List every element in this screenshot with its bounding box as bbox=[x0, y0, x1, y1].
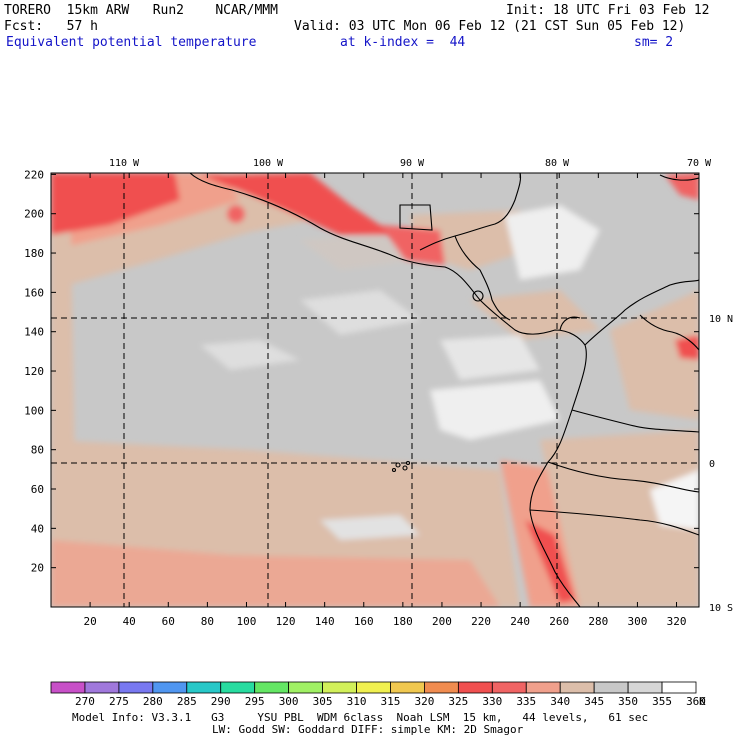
footer-model-info: Model Info: V3.3.1 G3 YSU PBL WDM 6class… bbox=[72, 711, 649, 724]
colorbar-level-label: 300 bbox=[279, 695, 299, 708]
colorbar-swatch bbox=[559, 681, 595, 694]
y-tick-label: 200 bbox=[24, 208, 44, 221]
y-tick-label: 160 bbox=[24, 286, 44, 299]
y-tick-label: 220 bbox=[24, 168, 44, 181]
colorbar-unit: K bbox=[699, 695, 706, 708]
graticule bbox=[51, 173, 699, 607]
colorbar-level-label: 355 bbox=[652, 695, 672, 708]
x-tick-label: 280 bbox=[588, 615, 608, 628]
coastlines bbox=[189, 173, 699, 607]
colorbar-swatch bbox=[593, 681, 629, 694]
header-forecast-hour: Fcst: 57 h bbox=[4, 19, 98, 34]
x-tick-label: 240 bbox=[510, 615, 530, 628]
colorbar-level-label: 270 bbox=[75, 695, 95, 708]
colorbar-level-label: 295 bbox=[245, 695, 265, 708]
field-title: Equivalent potential temperature bbox=[6, 35, 257, 50]
colorbar: 270 275 280 285 290 295 300 305 310 315 320 325 330 3… bbox=[50, 681, 706, 708]
colorbar-swatch bbox=[50, 681, 86, 694]
colorbar-level-label: 335 bbox=[516, 695, 536, 708]
y-tick-label: 80 bbox=[31, 444, 44, 457]
y-tick-label: 120 bbox=[24, 365, 44, 378]
x-tick-label: 300 bbox=[627, 615, 647, 628]
y-axis-labels: 220 200 180 160 140 120 100 80 60 40 20 bbox=[24, 168, 44, 574]
colorbar-swatch bbox=[457, 681, 493, 694]
colorbar-swatch bbox=[627, 681, 663, 694]
map-frame bbox=[50, 172, 700, 608]
colorbar-swatch bbox=[491, 681, 527, 694]
colorbar-swatch bbox=[186, 681, 222, 694]
header-init-time: Init: 18 UTC Fri 03 Feb 12 bbox=[506, 3, 710, 18]
lon-label-80w: 80 W bbox=[545, 158, 570, 169]
colorbar-level-label: 305 bbox=[313, 695, 333, 708]
level-label: at k-index = 44 bbox=[340, 35, 466, 50]
colorbar-level-label: 290 bbox=[211, 695, 231, 708]
theta-e-field bbox=[51, 173, 699, 607]
x-tick-label: 140 bbox=[315, 615, 335, 628]
y-tick-label: 40 bbox=[31, 522, 44, 535]
colorbar-swatch bbox=[152, 681, 188, 694]
colorbar-level-label: 340 bbox=[550, 695, 570, 708]
colorbar-swatch bbox=[525, 681, 561, 694]
colorbar-swatch bbox=[288, 681, 323, 694]
x-tick-label: 20 bbox=[83, 615, 96, 628]
x-tick-label: 180 bbox=[393, 615, 413, 628]
x-tick-label: 200 bbox=[432, 615, 452, 628]
colorbar-swatch bbox=[220, 681, 256, 694]
colorbar-level-label: 350 bbox=[618, 695, 638, 708]
x-tick-label: 120 bbox=[276, 615, 296, 628]
x-tick-label: 80 bbox=[201, 615, 214, 628]
footer-physics-info: LW: Godd SW: Goddard DIFF: simple KM: 2D… bbox=[212, 723, 524, 736]
colorbar-level-label: 310 bbox=[347, 695, 367, 708]
lat-label-10n: 10 N bbox=[709, 314, 733, 325]
x-tick-label: 260 bbox=[549, 615, 569, 628]
colorbar-level-label: 285 bbox=[177, 695, 197, 708]
smoothing-label: sm= 2 bbox=[634, 35, 674, 50]
colorbar-level-label: 325 bbox=[448, 695, 468, 708]
y-tick-label: 140 bbox=[24, 326, 44, 339]
x-tick-label: 60 bbox=[162, 615, 175, 628]
lon-label-100w: 100 W bbox=[253, 158, 284, 169]
colorbar-swatch bbox=[661, 681, 697, 694]
colorbar-level-label: 280 bbox=[143, 695, 163, 708]
colorbar-swatch bbox=[84, 681, 120, 694]
colorbar-level-label: 345 bbox=[584, 695, 604, 708]
header-valid-time: Valid: 03 UTC Mon 06 Feb 12 (21 CST Sun … bbox=[294, 19, 686, 34]
lon-label-90w: 90 W bbox=[400, 158, 425, 169]
header-model-line: TORERO 15km ARW Run2 NCAR/MMM bbox=[4, 3, 278, 18]
colorbar-level-label: 360 bbox=[686, 695, 706, 708]
y-tick-label: 60 bbox=[31, 483, 44, 496]
lat-label-0: 0 bbox=[709, 459, 715, 470]
colorbar-swatch bbox=[424, 681, 459, 694]
colorbar-level-label: 320 bbox=[414, 695, 434, 708]
lon-label-70w: 70 W bbox=[687, 158, 712, 169]
x-tick-label: 320 bbox=[667, 615, 687, 628]
x-axis-labels: 20 40 60 80 100 120 140 160 180 200 220 240 260 280 30… bbox=[83, 615, 686, 628]
x-tick-label: 220 bbox=[471, 615, 491, 628]
y-tick-label: 180 bbox=[24, 247, 44, 260]
colorbar-swatch bbox=[254, 681, 290, 694]
axis-ticks bbox=[51, 173, 699, 607]
lon-label-110w: 110 W bbox=[109, 158, 140, 169]
lat-label-10s: 10 S bbox=[709, 603, 733, 614]
y-tick-label: 20 bbox=[31, 562, 44, 575]
x-tick-label: 160 bbox=[354, 615, 374, 628]
colorbar-swatch bbox=[322, 681, 357, 694]
y-tick-label: 100 bbox=[24, 404, 44, 417]
colorbar-swatch bbox=[118, 681, 154, 694]
colorbar-swatch bbox=[356, 681, 391, 694]
colorbar-level-label: 315 bbox=[381, 695, 401, 708]
colorbar-level-label: 275 bbox=[109, 695, 129, 708]
x-tick-label: 100 bbox=[237, 615, 257, 628]
colorbar-swatch bbox=[390, 681, 425, 694]
colorbar-level-label: 330 bbox=[482, 695, 502, 708]
x-tick-label: 40 bbox=[123, 615, 136, 628]
